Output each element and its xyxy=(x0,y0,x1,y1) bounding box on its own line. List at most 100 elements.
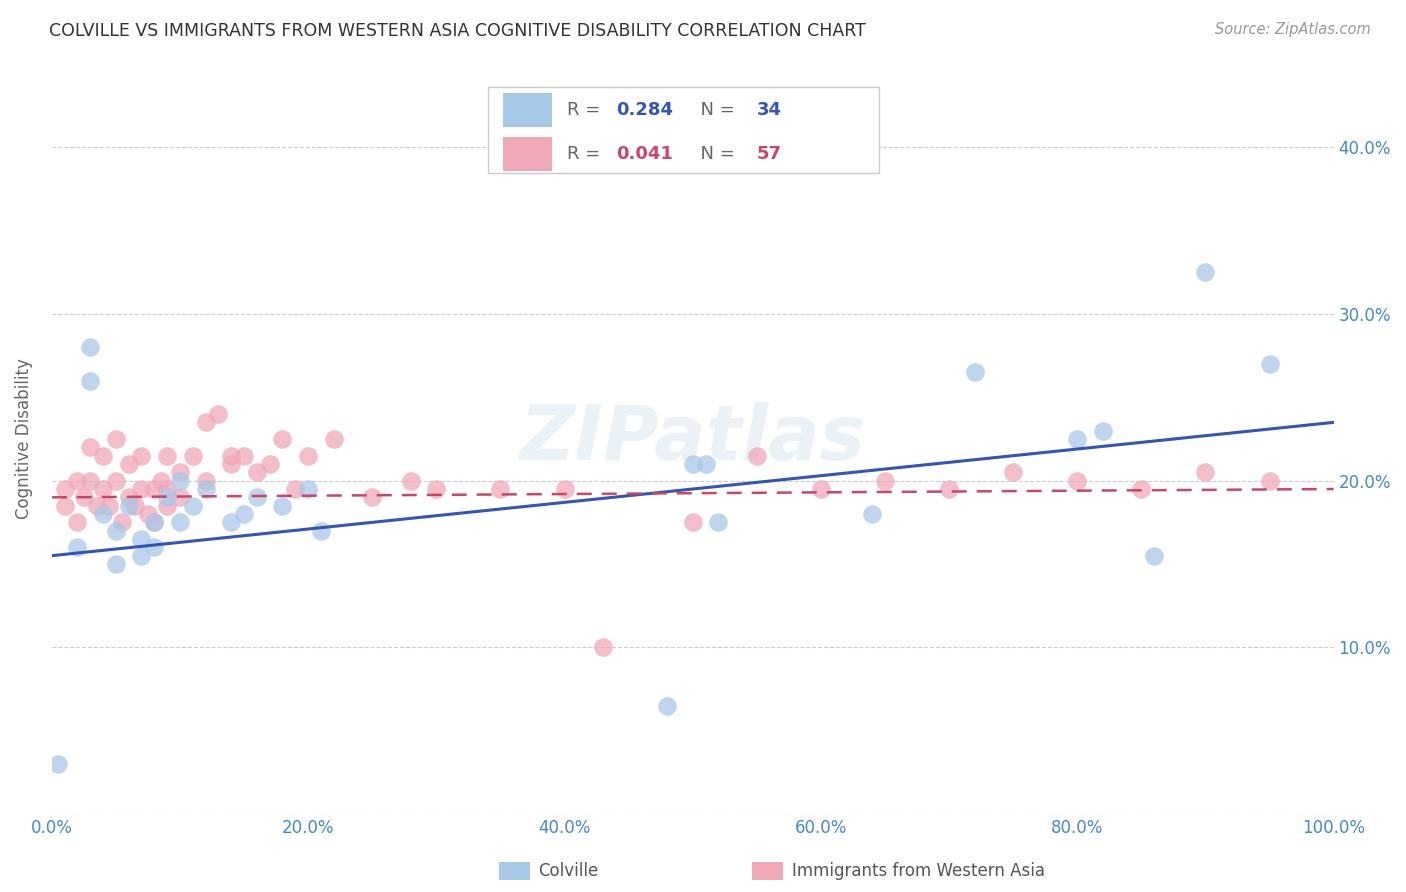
Text: Colville: Colville xyxy=(538,862,599,880)
Text: 0.284: 0.284 xyxy=(616,101,673,119)
Point xyxy=(297,449,319,463)
Point xyxy=(194,482,217,496)
Text: 34: 34 xyxy=(756,101,782,119)
Point xyxy=(233,449,256,463)
Point xyxy=(79,340,101,354)
Point xyxy=(181,449,204,463)
Text: 57: 57 xyxy=(756,145,782,163)
Point xyxy=(271,432,294,446)
Point xyxy=(745,449,768,463)
Point xyxy=(682,457,704,471)
Point xyxy=(181,499,204,513)
Point xyxy=(1002,466,1025,480)
Point xyxy=(873,474,896,488)
Point xyxy=(322,432,344,446)
Point xyxy=(194,474,217,488)
Point xyxy=(131,532,153,546)
Text: 0.041: 0.041 xyxy=(616,145,672,163)
Point xyxy=(156,491,179,505)
Point xyxy=(1066,474,1088,488)
Point xyxy=(118,491,141,505)
Point xyxy=(246,466,269,480)
Point xyxy=(136,507,159,521)
Point xyxy=(1258,474,1281,488)
Point xyxy=(156,449,179,463)
Text: COLVILLE VS IMMIGRANTS FROM WESTERN ASIA COGNITIVE DISABILITY CORRELATION CHART: COLVILLE VS IMMIGRANTS FROM WESTERN ASIA… xyxy=(49,22,866,40)
Point xyxy=(131,482,153,496)
Point xyxy=(73,491,96,505)
Point xyxy=(143,541,166,555)
Point xyxy=(219,516,242,530)
Point xyxy=(79,441,101,455)
Point xyxy=(1091,424,1114,438)
Point xyxy=(46,757,69,772)
Point xyxy=(860,507,883,521)
Point xyxy=(938,482,960,496)
Point xyxy=(143,482,166,496)
Text: R =: R = xyxy=(567,101,606,119)
Point xyxy=(309,524,332,538)
Point xyxy=(53,482,76,496)
Point xyxy=(169,466,191,480)
Point xyxy=(284,482,307,496)
Point xyxy=(118,457,141,471)
Point xyxy=(86,499,108,513)
Text: R =: R = xyxy=(567,145,606,163)
Point xyxy=(219,449,242,463)
Point xyxy=(91,449,114,463)
Point xyxy=(425,482,447,496)
Point xyxy=(66,516,89,530)
Point xyxy=(259,457,281,471)
Point xyxy=(489,482,512,496)
Point xyxy=(233,507,256,521)
Point xyxy=(1194,466,1216,480)
Point xyxy=(682,516,704,530)
Point xyxy=(219,457,242,471)
Point xyxy=(1066,432,1088,446)
Point xyxy=(156,482,179,496)
Point xyxy=(91,507,114,521)
Point xyxy=(143,516,166,530)
FancyBboxPatch shape xyxy=(503,137,551,170)
Point xyxy=(104,474,127,488)
Text: N =: N = xyxy=(689,145,741,163)
Point xyxy=(66,541,89,555)
Point xyxy=(1194,265,1216,279)
Point xyxy=(246,491,269,505)
Point xyxy=(194,416,217,430)
Point xyxy=(695,457,717,471)
Point xyxy=(79,374,101,388)
Point xyxy=(124,499,146,513)
Point xyxy=(271,499,294,513)
Point xyxy=(104,524,127,538)
Point xyxy=(111,516,134,530)
Point xyxy=(104,432,127,446)
Point xyxy=(104,557,127,571)
Text: N =: N = xyxy=(689,101,741,119)
FancyBboxPatch shape xyxy=(488,87,879,173)
Point xyxy=(297,482,319,496)
Point xyxy=(143,516,166,530)
Point xyxy=(399,474,422,488)
Point xyxy=(553,482,575,496)
Point xyxy=(131,549,153,563)
Text: Immigrants from Western Asia: Immigrants from Western Asia xyxy=(792,862,1045,880)
Point xyxy=(156,499,179,513)
Point xyxy=(207,407,229,421)
Point xyxy=(963,365,986,379)
Text: ZIPatlas: ZIPatlas xyxy=(520,402,866,476)
Point xyxy=(169,474,191,488)
Point xyxy=(131,449,153,463)
Point xyxy=(91,482,114,496)
Point xyxy=(361,491,384,505)
FancyBboxPatch shape xyxy=(503,93,551,127)
Point xyxy=(169,491,191,505)
Point xyxy=(149,474,172,488)
Point xyxy=(810,482,832,496)
Point xyxy=(79,474,101,488)
Point xyxy=(118,499,141,513)
Point xyxy=(1143,549,1166,563)
Point xyxy=(592,640,614,655)
Point xyxy=(53,499,76,513)
Point xyxy=(655,698,678,713)
